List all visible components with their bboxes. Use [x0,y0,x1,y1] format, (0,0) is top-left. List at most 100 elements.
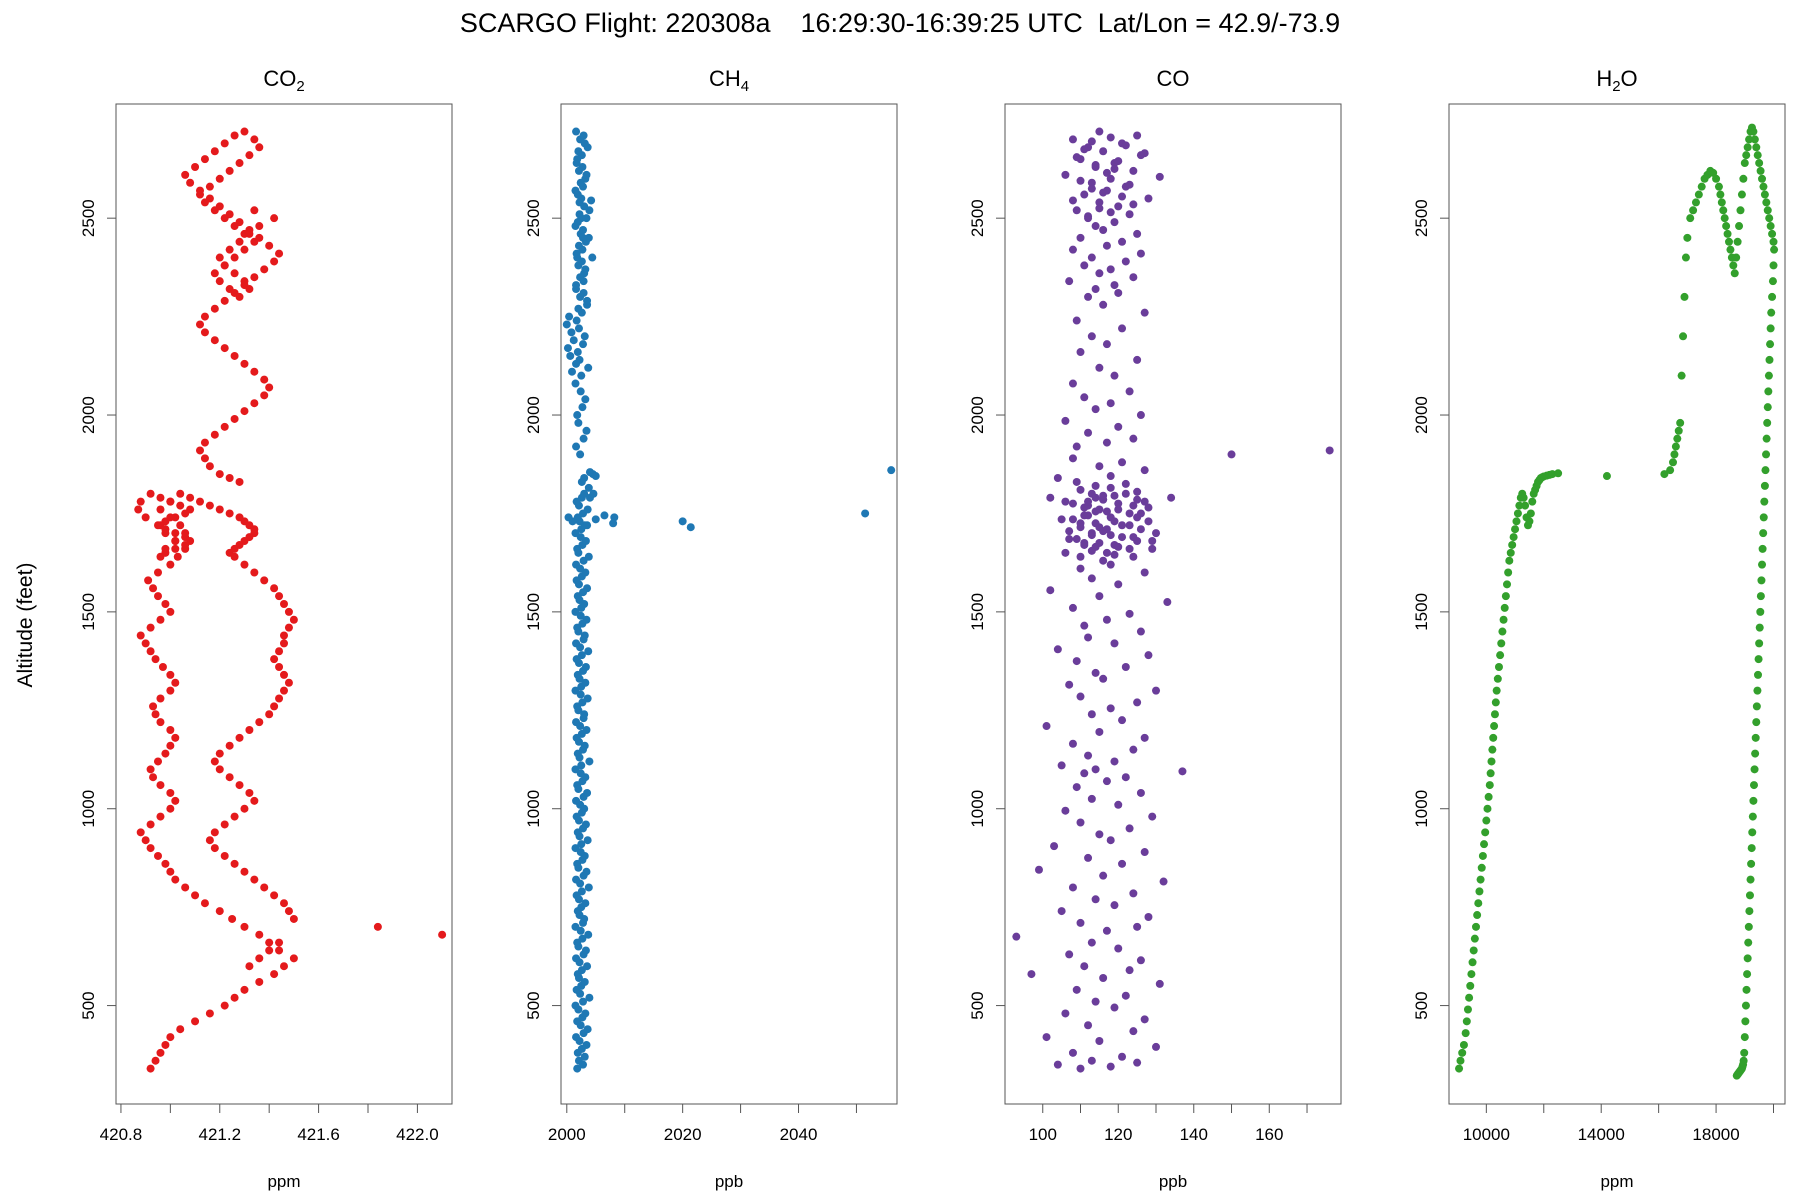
data-point [588,253,597,262]
data-point [161,749,170,758]
data-point [1712,174,1721,183]
data-point [1121,257,1130,266]
data-point [171,875,180,884]
data-point [584,883,593,892]
data-point [225,509,234,518]
data-point [1084,428,1093,437]
data-point [571,186,580,195]
data-point [1084,497,1093,506]
data-point [583,962,592,971]
data-point [270,655,279,664]
data-point [1072,153,1081,162]
data-point [1722,222,1731,231]
data-point [1554,469,1563,478]
data-point [1099,188,1108,197]
data-point [146,1064,155,1073]
data-point [240,245,249,254]
data-point [245,788,254,797]
data-point [1469,946,1478,955]
data-point [1125,966,1134,975]
data-point [1140,1015,1149,1024]
data-point [1099,491,1108,500]
data-point [1076,692,1085,701]
data-point [166,686,175,695]
data-point [1072,985,1081,994]
data-point [220,1001,229,1010]
data-point [1125,509,1134,518]
data-point [887,466,896,475]
data-point [280,962,288,971]
data-point [215,174,224,183]
data-point [275,592,284,601]
data-point [1769,261,1778,270]
data-point [1087,332,1096,341]
data-point [270,891,279,900]
data-point [1742,151,1751,160]
y-tick-label: 2000 [79,396,98,434]
data-point [1748,828,1757,837]
data-point [1110,517,1119,526]
data-point [574,1056,583,1065]
data-point [1099,225,1108,234]
data-point [1660,470,1669,479]
data-point [583,521,592,530]
data-point [156,505,165,514]
data-point [1140,149,1149,158]
data-point [1769,237,1778,246]
data-point [196,497,204,506]
data-point [577,194,586,203]
y-tick-label: 2000 [524,396,543,434]
data-point [1102,548,1111,557]
data-point [1750,765,1759,774]
data-point [1129,533,1138,542]
data-point [1473,911,1482,920]
data-point [584,483,593,492]
data-point [571,686,580,695]
data-point [1758,544,1767,553]
data-point [1114,288,1123,297]
data-point [1110,164,1119,173]
y-tick-label: 500 [968,991,987,1019]
data-point [581,1009,590,1018]
data-point [1102,615,1111,624]
data-point [861,509,870,518]
data-point [1125,180,1134,189]
data-point [186,178,195,187]
data-point [141,639,150,648]
data-point [1084,1021,1093,1030]
data-point [1487,757,1496,766]
data-point [196,446,204,455]
data-point [1106,704,1115,713]
data-point [1084,853,1093,862]
data-point [1099,974,1108,983]
x-tick-label: 422.0 [396,1125,439,1144]
data-point [1492,686,1501,695]
data-point [572,249,581,258]
data-point [1500,603,1509,612]
data-point [1467,970,1476,979]
data-point [1053,474,1062,483]
data-point [576,178,585,187]
data-point [161,544,170,553]
data-point [1102,241,1111,250]
data-point [265,938,274,947]
data-point [1102,777,1111,786]
data-point [1106,265,1115,274]
data-point [1136,249,1145,258]
data-point [1744,922,1753,931]
data-point [240,985,249,994]
data-point [146,844,155,853]
data-point [1740,1033,1749,1042]
data-point [1133,513,1142,522]
data-point [255,718,264,727]
data-point [1466,981,1475,990]
data-point [1057,515,1066,524]
data-point [1099,300,1108,309]
data-point [1741,1017,1750,1026]
data-point [1669,458,1677,467]
data-point [1729,261,1738,270]
data-point [1095,538,1104,547]
data-point [583,836,592,845]
data-point [1072,442,1081,451]
data-point [1753,686,1762,695]
